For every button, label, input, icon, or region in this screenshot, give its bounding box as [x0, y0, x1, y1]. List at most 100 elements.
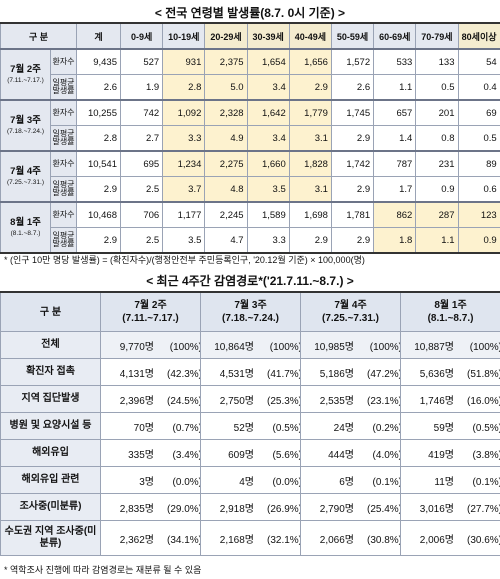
cell-value: 2.5: [119, 176, 164, 203]
week-period: (7.25.~7.31.): [6, 178, 45, 186]
cell-value: 1,828: [288, 150, 332, 177]
percent: (29.0%): [166, 503, 201, 515]
corner-header: 구 분: [0, 22, 77, 50]
percent: (0.0%): [272, 476, 301, 488]
cell-value: 0.4: [457, 74, 500, 101]
column-header: 40-49세: [288, 22, 332, 50]
header-row: 구 분 계 0-9세 10-19세 20-29세 30-39세 40-49세 50-59세 60…: [0, 22, 500, 50]
count: 4명: [239, 476, 254, 488]
cell-value: 5,636명 (51.8%): [400, 358, 500, 386]
cell-value: 133: [415, 48, 459, 75]
cell-value: 2.9: [330, 125, 375, 152]
cell-value: 59명 (0.5%): [400, 412, 500, 440]
percent: (26.9%): [266, 503, 301, 515]
cell-value: 2.6: [76, 74, 121, 101]
count: 5,186명: [319, 368, 354, 380]
cell-value: 2,066명 (30.8%): [300, 520, 401, 556]
row-label: 환자수: [50, 99, 77, 126]
cell-value: 2.9: [330, 227, 375, 254]
column-header: 0-9세: [119, 22, 164, 50]
cell-value: 706: [119, 201, 164, 228]
cell-value: 3.7: [162, 176, 206, 203]
week-label: 7월 4주 (7.25.~7.31.): [0, 150, 51, 203]
percent: (100%): [369, 341, 401, 353]
week-name: 7월 4주: [10, 165, 41, 177]
column-period: (8.1.~8.7.): [427, 313, 474, 324]
count: 2,750명: [219, 395, 254, 407]
percent: (3.4%): [172, 449, 201, 461]
percent: (25.3%): [266, 395, 301, 407]
count: 2,835명: [119, 503, 154, 515]
cell-value: 3,016명 (27.7%): [400, 493, 500, 521]
cell-value: 1,589: [246, 201, 290, 228]
cell-value: 2,245: [204, 201, 248, 228]
cell-value: 5,186명 (47.2%): [300, 358, 401, 386]
cell-value: 2,918명 (26.9%): [200, 493, 301, 521]
cell-value: 24명 (0.2%): [300, 412, 401, 440]
count: 3,016명: [419, 503, 454, 515]
cell-value: 1,660: [246, 150, 290, 177]
cell-value: 1,698: [288, 201, 332, 228]
cell-value: 0.5: [457, 125, 500, 152]
column-period: (7.11.~7.17.): [122, 313, 179, 324]
cell-value: 0.9: [457, 227, 500, 254]
week-row: 7월 2주 (7.11.~7.17.) 환자수 9,435 527 931 2,375 1,6…: [0, 48, 500, 101]
percent: (42.3%): [166, 368, 201, 380]
row-label: 전체: [0, 331, 101, 359]
week-row: 일평균 발생률 2.8 2.7 3.3 4.9 3.4 3.1 2.9 1.4 0.8 0.5: [0, 125, 500, 152]
cell-value: 2,790명 (25.4%): [300, 493, 401, 521]
cell-value: 0.8: [415, 125, 459, 152]
row-label: 조사중(미분류): [0, 493, 101, 521]
cell-value: 52명 (0.5%): [200, 412, 301, 440]
percent: (30.8%): [366, 534, 401, 546]
percent: (32.1%): [266, 534, 301, 546]
cell-value: 787: [373, 150, 417, 177]
cell-value: 3.1: [288, 125, 332, 152]
percent: (30.6%): [466, 534, 500, 546]
cell-value: 9,770명 (100%): [100, 331, 201, 359]
cell-value: 3.5: [246, 176, 290, 203]
row-label: 수도권 지역 조사중(미분류): [0, 520, 101, 556]
cell-value: 287: [415, 201, 459, 228]
cell-value: 231: [415, 150, 459, 177]
cell-value: 4.8: [204, 176, 248, 203]
count: 9,770명: [119, 341, 154, 353]
count: 444명: [328, 449, 354, 461]
cell-value: 1,092: [162, 99, 206, 126]
cell-value: 2,006명 (30.6%): [400, 520, 500, 556]
percent: (100%): [169, 341, 201, 353]
cell-value: 1,742: [330, 150, 375, 177]
cell-value: 1,656: [288, 48, 332, 75]
table2-title: < 최근 4주간 감염경로*('21.7.11.~8.7.) >: [146, 274, 354, 288]
percent: (0.5%): [272, 422, 301, 434]
week-row: 일평균 발생률 2.9 2.5 3.7 4.8 3.5 3.1 2.9 1.7 0.9 0.6: [0, 176, 500, 203]
count: 3명: [139, 476, 154, 488]
count: 52명: [233, 422, 254, 434]
cell-value: 2.9: [76, 176, 121, 203]
percent: (100%): [269, 341, 301, 353]
table1-title: < 전국 연령별 발생률(8.7. 0시 기준) >: [154, 6, 346, 20]
percent: (41.7%): [266, 368, 301, 380]
column-header: 20-29세: [204, 22, 248, 50]
column-header: 30-39세: [246, 22, 290, 50]
cell-value: 1,781: [330, 201, 375, 228]
percent: (51.8%): [466, 368, 500, 380]
cell-value: 862: [373, 201, 417, 228]
count: 2,066명: [319, 534, 354, 546]
count: 70명: [133, 422, 154, 434]
column-header: 7월 3주 (7.18.~7.24.): [200, 291, 301, 332]
row-label: 일평균 발생률: [50, 176, 77, 203]
count: 609명: [228, 449, 254, 461]
route-row: 조사중(미분류) 2,835명 (29.0%) 2,918명 (26.9%) 2,790명…: [0, 493, 500, 521]
count: 59명: [433, 422, 454, 434]
cell-value: 609명 (5.6%): [200, 439, 301, 467]
count: 10,887명: [414, 341, 454, 353]
cell-value: 3.4: [246, 125, 290, 152]
percent: (23.1%): [366, 395, 401, 407]
row-label: 확진자 접촉: [0, 358, 101, 386]
column-header: 10-19세: [162, 22, 206, 50]
count: 2,006명: [419, 534, 454, 546]
cell-value: 1,745: [330, 99, 375, 126]
corner-header: 구 분: [0, 291, 101, 332]
cell-value: 2,835명 (29.0%): [100, 493, 201, 521]
